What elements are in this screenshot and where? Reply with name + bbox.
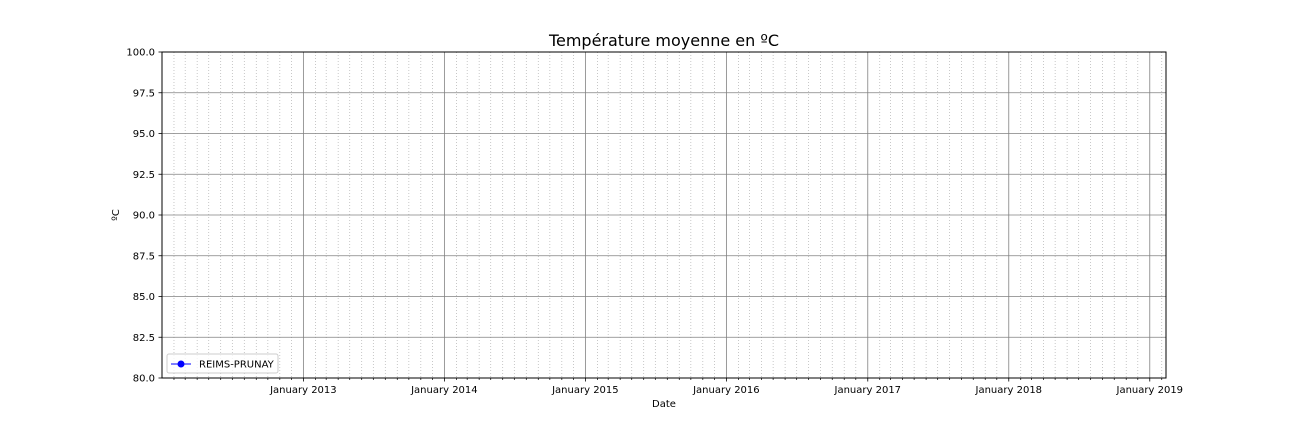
- y-tick-label: 87.5: [133, 251, 155, 262]
- x-tick-label: January 2014: [410, 385, 478, 396]
- y-tick-label: 92.5: [133, 170, 155, 181]
- y-tick-label: 85.0: [133, 292, 155, 303]
- x-tick-label: January 2015: [551, 385, 619, 396]
- y-tick-label: 100.0: [126, 48, 155, 59]
- legend-circle-marker: [177, 360, 185, 368]
- legend-entry-reims-prunay: REIMS-PRUNAY: [199, 360, 275, 371]
- x-tick-label: January 2017: [834, 385, 902, 396]
- x-tick-label: January 2013: [269, 385, 337, 396]
- y-tick-label: 95.0: [133, 129, 155, 140]
- x-tick-label: January 2016: [692, 385, 760, 396]
- y-tick-label: 97.5: [133, 88, 155, 99]
- x-tick-label: January 2019: [1116, 385, 1184, 396]
- y-tick-label: 90.0: [133, 211, 155, 222]
- x-tick-label: January 2018: [975, 385, 1043, 396]
- grid: [162, 52, 1166, 378]
- legend-box: [166, 353, 279, 374]
- axes: 80.0 82.5 85.0 87.5 90.0 92.5 95.0 97.5 100.0 Jan…: [126, 48, 1183, 397]
- y-tick-label: 80.0: [133, 374, 155, 385]
- legend: REIMS-PRUNAY: [166, 353, 279, 374]
- chart-title: Température moyenne en ºC: [548, 31, 779, 50]
- y-tick-label: 82.5: [133, 333, 155, 344]
- x-axis-label: Date: [652, 399, 676, 410]
- y-axis-label: ºC: [111, 209, 122, 221]
